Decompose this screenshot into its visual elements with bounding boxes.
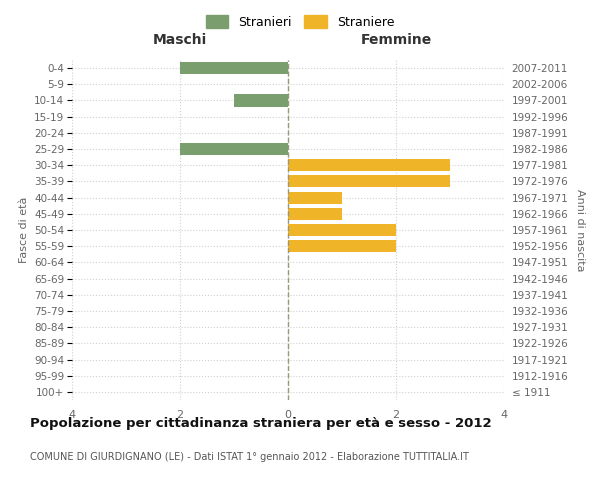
Text: Femmine: Femmine bbox=[361, 34, 431, 48]
Bar bbox=[288, 240, 396, 252]
Bar bbox=[288, 176, 450, 188]
Bar bbox=[288, 208, 342, 220]
Bar bbox=[288, 224, 396, 236]
Bar bbox=[288, 192, 342, 203]
Text: Popolazione per cittadinanza straniera per età e sesso - 2012: Popolazione per cittadinanza straniera p… bbox=[30, 418, 491, 430]
Text: COMUNE DI GIURDIGNANO (LE) - Dati ISTAT 1° gennaio 2012 - Elaborazione TUTTITALI: COMUNE DI GIURDIGNANO (LE) - Dati ISTAT … bbox=[30, 452, 469, 462]
Text: Maschi: Maschi bbox=[153, 34, 207, 48]
Bar bbox=[180, 62, 288, 74]
Bar bbox=[234, 94, 288, 106]
Bar bbox=[288, 159, 450, 172]
Y-axis label: Fasce di età: Fasce di età bbox=[19, 197, 29, 263]
Legend: Stranieri, Straniere: Stranieri, Straniere bbox=[202, 11, 398, 32]
Bar bbox=[180, 143, 288, 155]
Y-axis label: Anni di nascita: Anni di nascita bbox=[575, 188, 585, 271]
